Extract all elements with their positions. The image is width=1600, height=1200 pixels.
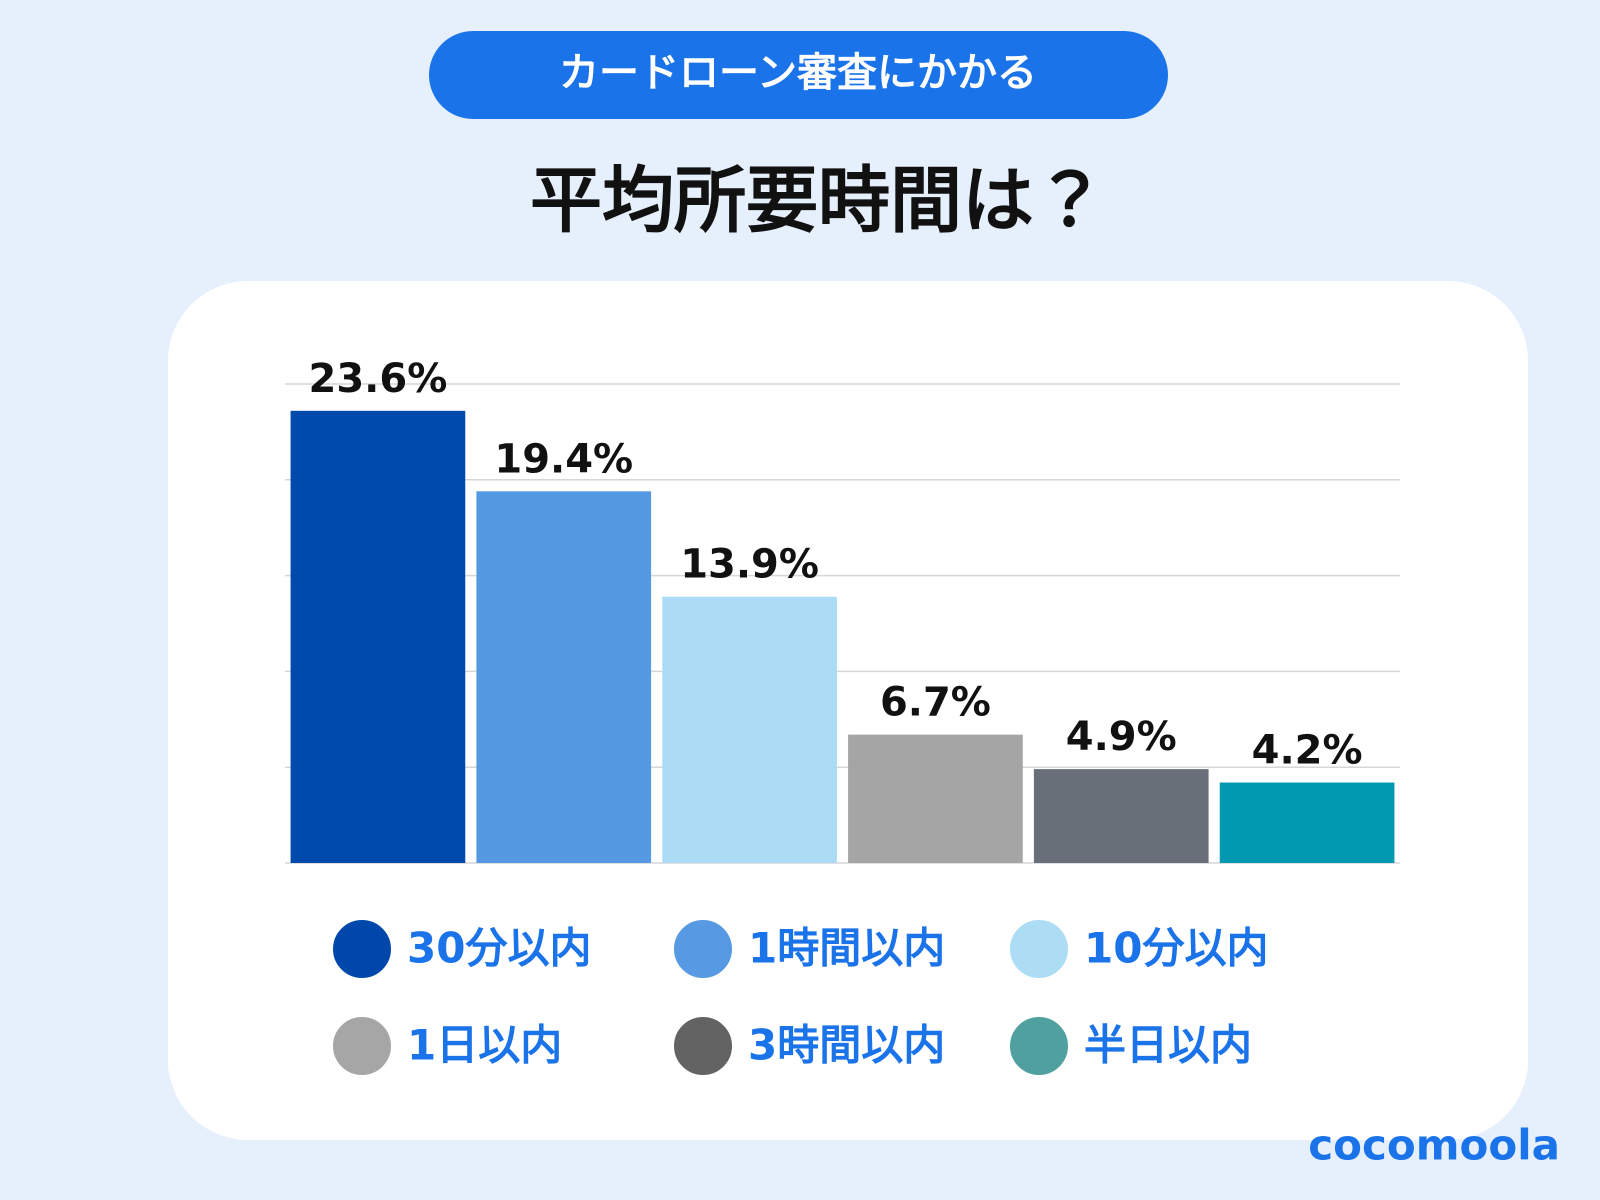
legend-label: 1時間以内	[748, 924, 945, 973]
bar	[476, 491, 652, 863]
legend-swatch	[672, 1015, 734, 1077]
chart-subtitle: カードローン審査にかかる	[559, 50, 1037, 96]
value-label: 4.2%	[1252, 728, 1363, 774]
legend-swatch	[1008, 1015, 1070, 1077]
bar	[290, 410, 466, 863]
value-label: 13.9%	[680, 542, 819, 588]
brand-logo: cocomoola	[1308, 1121, 1560, 1170]
legend-label: 10分以内	[1084, 924, 1268, 973]
bar	[662, 596, 837, 863]
chart-title: 平均所要時間は？	[530, 159, 1106, 243]
legend-swatch	[672, 918, 734, 980]
legend-label: 半日以内	[1084, 1021, 1252, 1070]
value-label: 4.9%	[1066, 714, 1177, 760]
subtitle-pill	[429, 31, 1168, 119]
legend-label: 1日以内	[407, 1021, 562, 1070]
legend-label: 3時間以内	[748, 1021, 945, 1070]
legend-label: 30分以内	[407, 924, 591, 973]
bar	[1033, 769, 1209, 863]
legend-swatch	[331, 918, 393, 980]
legend-swatch	[1008, 918, 1070, 980]
bar	[848, 734, 1023, 863]
legend-swatch	[331, 1015, 393, 1077]
bar	[1219, 782, 1395, 863]
value-label: 6.7%	[880, 680, 991, 726]
value-label: 19.4%	[494, 436, 633, 482]
value-label: 23.6%	[309, 356, 448, 402]
